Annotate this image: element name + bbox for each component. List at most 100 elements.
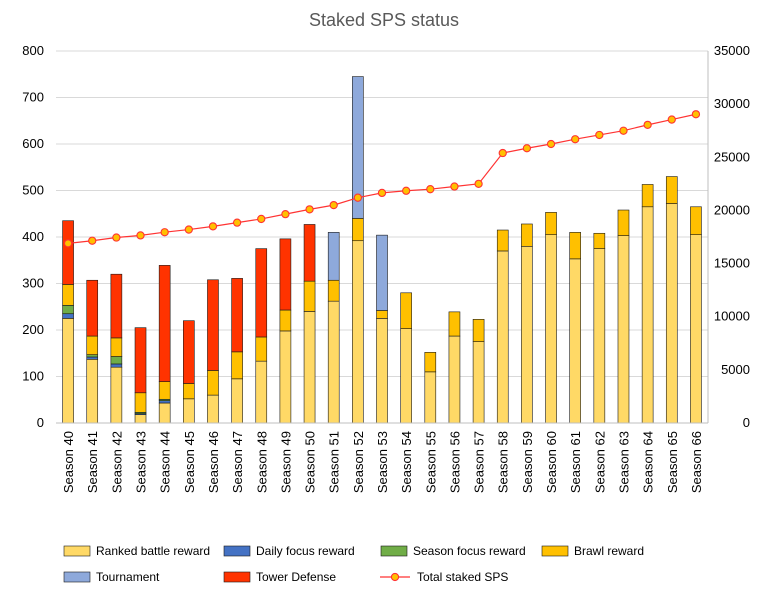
bar-segment	[231, 378, 243, 424]
y2-tick-label: 20000	[714, 202, 750, 217]
bar-segment	[110, 356, 123, 365]
x-tick-label: Season 41	[85, 431, 100, 493]
line-point	[184, 225, 193, 234]
bar-segment	[279, 330, 292, 424]
bar-segment	[665, 176, 678, 204]
bar-segment	[158, 400, 171, 404]
bar-segment	[62, 220, 74, 285]
bar-segment	[303, 280, 316, 312]
line-point	[257, 214, 266, 224]
y-tick-label: 500	[22, 183, 44, 198]
line-point	[353, 193, 363, 202]
bar-segment	[134, 392, 147, 413]
y2-tick-label: 5000	[721, 362, 750, 377]
bar-segment	[327, 300, 340, 424]
bar-segment	[690, 206, 702, 235]
bar-segment	[545, 212, 557, 235]
bar-segment	[86, 279, 99, 337]
line-point	[305, 205, 314, 214]
bar-segment	[665, 203, 678, 424]
legend-swatch	[63, 571, 91, 583]
line-point	[522, 144, 532, 153]
bar-segment	[255, 336, 268, 362]
bar-segment	[279, 238, 292, 311]
line-point	[474, 179, 483, 189]
bar-segment	[158, 265, 171, 382]
x-tick-label: Season 40	[61, 431, 76, 493]
x-tick-label: Season 42	[109, 431, 124, 493]
y-tick-label: 800	[22, 43, 44, 58]
bar-segment	[472, 319, 485, 342]
line-point	[450, 182, 459, 191]
bar-segment	[231, 278, 243, 353]
y2-tick-label: 30000	[714, 96, 750, 111]
line-point	[691, 110, 701, 119]
bar-segment	[303, 224, 316, 282]
bar-segment	[569, 258, 581, 424]
total-line	[63, 110, 701, 248]
bar-segment	[62, 305, 74, 315]
bar-segment	[62, 313, 74, 319]
x-tick-label: Season 58	[496, 431, 511, 493]
legend-label: Tournament	[96, 570, 160, 584]
x-tick-label: Season 65	[665, 431, 680, 493]
bar-segment	[545, 234, 557, 424]
bar-segment	[496, 250, 509, 424]
bar-segment	[110, 366, 123, 424]
bar-segment	[617, 235, 630, 424]
y-tick-label: 700	[22, 90, 44, 105]
bar-segment	[207, 370, 219, 396]
bar-segment	[134, 327, 147, 394]
bar-segment	[110, 363, 123, 368]
bar-segment	[617, 209, 630, 236]
legend-swatch	[223, 571, 251, 583]
bar-segment	[134, 414, 147, 424]
bar-segment	[690, 234, 702, 424]
x-tick-label: Season 44	[158, 431, 173, 493]
chart-title: Staked SPS status	[309, 10, 459, 30]
x-axis: Season 40 Season 41 Season 42 Season 43 Seas…	[56, 422, 708, 493]
x-tick-label: Season 46	[206, 431, 221, 493]
y-tick-label: 0	[37, 415, 44, 430]
legend-marker	[390, 572, 400, 582]
x-tick-label: Season 51	[327, 431, 342, 493]
line-point	[619, 126, 628, 135]
y-tick-label: 600	[22, 136, 44, 151]
line-point	[88, 236, 97, 245]
x-tick-label: Season 45	[182, 431, 197, 493]
bar-segment	[62, 284, 74, 306]
bar-segment	[521, 223, 533, 247]
legend-label: Season focus reward	[413, 544, 526, 558]
bar-segment	[376, 318, 388, 424]
line-point	[281, 209, 290, 219]
line-point	[426, 185, 435, 194]
bar-segment	[255, 360, 268, 424]
x-tick-label: Season 66	[689, 431, 704, 493]
x-tick-label: Season 50	[303, 431, 318, 493]
line-point	[377, 188, 387, 198]
bar-segment	[521, 246, 533, 424]
x-tick-label: Season 49	[278, 431, 293, 493]
bars	[62, 76, 702, 424]
x-tick-label: Season 61	[568, 431, 583, 493]
bar-segment	[641, 184, 654, 208]
line-point	[401, 186, 411, 195]
bar-segment	[158, 402, 171, 424]
legend-swatch	[223, 545, 251, 557]
x-tick-label: Season 43	[134, 431, 149, 493]
legend-label: Tower Defense	[256, 570, 336, 584]
bar-segment	[424, 352, 437, 373]
y-axis-right: 0 5000 10000 15000 20000 25000 30000 35000	[707, 43, 750, 430]
bar-segment	[400, 292, 412, 329]
line-point	[498, 148, 507, 158]
bar-segment	[424, 371, 437, 424]
line-point	[208, 222, 218, 231]
bar-segment	[641, 206, 654, 424]
x-tick-label: Season 59	[520, 431, 535, 493]
y2-tick-label: 0	[743, 415, 750, 430]
y2-tick-label: 10000	[714, 309, 750, 324]
line-point	[643, 120, 652, 130]
legend-swatch	[541, 545, 569, 557]
line-point	[329, 200, 338, 210]
